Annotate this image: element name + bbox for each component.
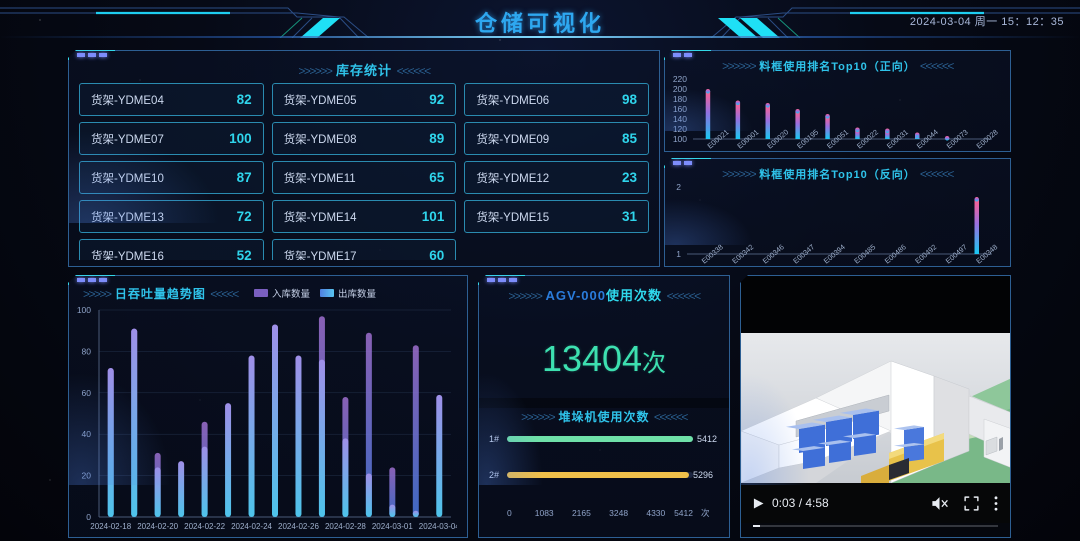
svg-text:100: 100 [673, 134, 687, 144]
svg-text:1083: 1083 [535, 508, 554, 518]
svg-text:40: 40 [82, 429, 92, 439]
svg-text:220: 220 [673, 75, 687, 84]
svg-text:2024-02-26: 2024-02-26 [278, 522, 319, 531]
svg-text:2024-02-18: 2024-02-18 [90, 522, 131, 531]
svg-text:E00492: E00492 [913, 242, 938, 264]
svg-text:2#: 2# [489, 470, 499, 480]
svg-text:2024-02-20: 2024-02-20 [137, 522, 178, 531]
svg-text:E00346: E00346 [761, 242, 786, 264]
svg-text:2024-02-24: 2024-02-24 [231, 522, 272, 531]
svg-text:5412: 5412 [674, 508, 693, 518]
svg-text:60: 60 [82, 388, 92, 398]
svg-text:160: 160 [673, 104, 687, 114]
svg-text:E00394: E00394 [822, 242, 847, 264]
svg-text:2024-02-28: 2024-02-28 [325, 522, 366, 531]
svg-text:1#: 1# [489, 434, 499, 444]
svg-text:E00497: E00497 [944, 242, 969, 264]
svg-text:E00338: E00338 [700, 242, 725, 264]
svg-text:E00485: E00485 [852, 242, 877, 264]
svg-text:0: 0 [507, 508, 512, 518]
svg-text:E00347: E00347 [791, 242, 816, 264]
svg-text:2024-03-01: 2024-03-01 [372, 522, 413, 531]
svg-text:100: 100 [77, 306, 91, 315]
svg-text:2024-02-22: 2024-02-22 [184, 522, 225, 531]
svg-text:1: 1 [676, 249, 681, 259]
svg-text:120: 120 [673, 124, 687, 134]
svg-text:140: 140 [673, 114, 687, 124]
svg-text:180: 180 [673, 94, 687, 104]
svg-text:200: 200 [673, 84, 687, 94]
svg-text:80: 80 [82, 346, 92, 356]
svg-text:5412: 5412 [697, 434, 717, 444]
svg-text:4330: 4330 [646, 508, 665, 518]
svg-text:E00028: E00028 [975, 127, 1000, 149]
svg-text:0: 0 [86, 512, 91, 522]
svg-text:2: 2 [676, 183, 681, 192]
svg-text:5296: 5296 [693, 470, 713, 480]
svg-text:3248: 3248 [609, 508, 628, 518]
svg-text:2024-03-04: 2024-03-04 [419, 522, 457, 531]
svg-text:次: 次 [701, 508, 710, 518]
svg-text:E00342: E00342 [730, 242, 755, 264]
svg-text:E00486: E00486 [883, 242, 908, 264]
svg-text:20: 20 [82, 471, 92, 481]
svg-text:2165: 2165 [572, 508, 591, 518]
